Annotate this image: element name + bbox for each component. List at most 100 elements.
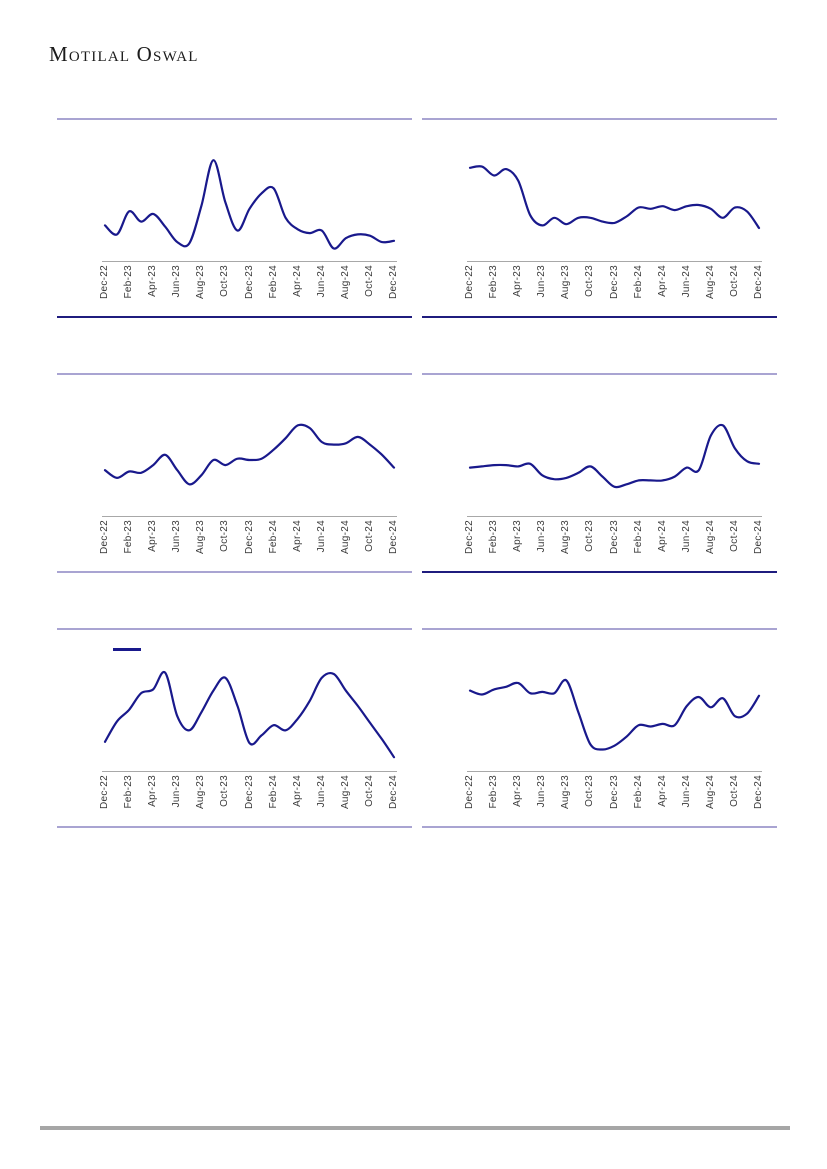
chart-line-plot — [103, 423, 396, 486]
x-axis-tick-label: Aug-24 — [339, 520, 351, 555]
x-axis-tick-label: Oct-23 — [584, 265, 596, 297]
chart-bottom-border — [57, 826, 412, 828]
x-axis-tick-label: Aug-24 — [704, 775, 716, 810]
chart-top-border — [57, 118, 412, 120]
x-axis-line — [467, 771, 762, 773]
x-axis-tick-label: Aug-24 — [704, 520, 716, 555]
x-axis-tick-label: Feb-24 — [267, 520, 279, 554]
data-series-line — [103, 670, 396, 759]
x-axis-tick-label: Dec-22 — [464, 520, 475, 555]
x-axis-tick-label: Dec-24 — [388, 265, 399, 300]
x-axis-tick-label: Feb-23 — [123, 265, 135, 299]
x-axis-tick-label: Aug-24 — [339, 775, 351, 810]
x-axis-tick-labels: Dec-22 Feb-23 Apr-23 Jun-23 Aug-23 Oct-23 Dec-… — [57, 265, 412, 315]
x-axis-tick-label: Aug-23 — [195, 265, 207, 300]
data-series-line — [468, 165, 761, 230]
x-axis-tick-label: Feb-24 — [632, 265, 644, 299]
x-axis-tick-label: Apr-24 — [656, 520, 668, 552]
x-axis-tick-label: Oct-24 — [363, 520, 375, 552]
data-series-line — [468, 423, 761, 489]
x-axis-tick-label: Jun-24 — [315, 265, 327, 298]
x-axis-tick-label: Dec-23 — [243, 520, 255, 555]
motilal-oswal-logo: Motilal Oswal — [49, 42, 199, 66]
chart-bottom-border — [422, 571, 777, 573]
legend-line-marker — [113, 648, 141, 651]
line-chart-top-right: Dec-22 Feb-23 Apr-23 Jun-23 Aug-23 Oct-23 Dec-… — [422, 118, 777, 318]
x-axis-tick-label: Dec-24 — [388, 520, 399, 555]
x-axis-tick-label: Jun-23 — [171, 775, 183, 808]
x-axis-tick-label: Jun-24 — [680, 520, 692, 553]
x-axis-tick-label: Jun-23 — [536, 775, 548, 808]
x-axis-tick-label: Aug-23 — [560, 265, 572, 300]
chart-top-border — [422, 118, 777, 120]
x-axis-tick-label: Apr-23 — [147, 520, 159, 552]
x-axis-tick-labels: Dec-22 Feb-23 Apr-23 Jun-23 Aug-23 Oct-23 Dec-… — [57, 775, 412, 825]
x-axis-tick-label: Dec-24 — [753, 265, 764, 300]
x-axis-line — [467, 261, 762, 263]
x-axis-tick-label: Feb-23 — [123, 775, 135, 809]
chart-line-plot — [468, 165, 761, 230]
x-axis-line — [102, 771, 397, 773]
x-axis-tick-label: Feb-24 — [267, 775, 279, 809]
x-axis-tick-label: Feb-24 — [632, 520, 644, 554]
x-axis-tick-label: Oct-23 — [219, 265, 231, 297]
x-axis-tick-labels: Dec-22 Feb-23 Apr-23 Jun-23 Aug-23 Oct-23 Dec-… — [422, 265, 777, 315]
chart-top-border — [422, 628, 777, 630]
x-axis-tick-label: Apr-24 — [656, 265, 668, 297]
x-axis-tick-label: Dec-22 — [99, 265, 110, 300]
x-axis-tick-labels: Dec-22 Feb-23 Apr-23 Jun-23 Aug-23 Oct-23 Dec-… — [422, 775, 777, 825]
x-axis-tick-label: Dec-24 — [388, 775, 399, 810]
line-chart-bottom-right: Dec-22 Feb-23 Apr-23 Jun-23 Aug-23 Oct-23 Dec-… — [422, 628, 777, 828]
x-axis-tick-label: Dec-23 — [608, 520, 620, 555]
chart-top-border — [422, 373, 777, 375]
line-chart-middle-left: Dec-22 Feb-23 Apr-23 Jun-23 Aug-23 Oct-23 Dec-… — [57, 373, 412, 573]
x-axis-tick-label: Dec-24 — [753, 520, 764, 555]
x-axis-tick-label: Jun-23 — [171, 520, 183, 553]
x-axis-tick-label: Dec-22 — [464, 265, 475, 300]
x-axis-tick-label: Apr-23 — [512, 265, 524, 297]
x-axis-tick-label: Dec-23 — [608, 775, 620, 810]
x-axis-tick-labels: Dec-22 Feb-23 Apr-23 Jun-23 Aug-23 Oct-23 Dec-… — [57, 520, 412, 570]
x-axis-tick-label: Feb-24 — [267, 265, 279, 299]
x-axis-tick-label: Apr-24 — [291, 520, 303, 552]
x-axis-tick-label: Oct-23 — [219, 775, 231, 807]
x-axis-tick-label: Jun-24 — [680, 265, 692, 298]
x-axis-tick-label: Oct-23 — [584, 520, 596, 552]
x-axis-tick-label: Jun-23 — [536, 265, 548, 298]
x-axis-tick-label: Dec-22 — [99, 775, 110, 810]
x-axis-tick-label: Apr-23 — [147, 775, 159, 807]
chart-bottom-border — [57, 571, 412, 573]
x-axis-tick-label: Apr-23 — [147, 265, 159, 297]
line-chart-bottom-left: Dec-22 Feb-23 Apr-23 Jun-23 Aug-23 Oct-23 Dec-… — [57, 628, 412, 828]
x-axis-tick-label: Aug-24 — [339, 265, 351, 300]
x-axis-tick-labels: Dec-22 Feb-23 Apr-23 Jun-23 Aug-23 Oct-23 Dec-… — [422, 520, 777, 570]
x-axis-tick-label: Oct-23 — [219, 520, 231, 552]
data-series-line — [468, 678, 761, 751]
x-axis-tick-label: Aug-23 — [560, 520, 572, 555]
data-series-line — [103, 423, 396, 486]
x-axis-tick-label: Jun-23 — [536, 520, 548, 553]
x-axis-tick-label: Aug-23 — [195, 520, 207, 555]
page-footer-rule — [40, 1126, 790, 1130]
chart-bottom-border — [422, 826, 777, 828]
x-axis-tick-label: Aug-23 — [195, 775, 207, 810]
chart-bottom-border — [422, 316, 777, 318]
line-chart-top-left: Dec-22 Feb-23 Apr-23 Jun-23 Aug-23 Oct-23 Dec-… — [57, 118, 412, 318]
x-axis-line — [102, 261, 397, 263]
chart-line-plot — [468, 423, 761, 489]
x-axis-tick-label: Dec-23 — [243, 265, 255, 300]
x-axis-tick-label: Jun-24 — [680, 775, 692, 808]
chart-line-plot — [103, 159, 396, 250]
x-axis-tick-label: Feb-23 — [488, 520, 500, 554]
x-axis-tick-label: Feb-24 — [632, 775, 644, 809]
x-axis-tick-label: Dec-22 — [99, 520, 110, 555]
x-axis-tick-label: Jun-24 — [315, 520, 327, 553]
x-axis-tick-label: Jun-23 — [171, 265, 183, 298]
x-axis-tick-label: Oct-24 — [728, 265, 740, 297]
x-axis-tick-label: Oct-24 — [363, 775, 375, 807]
x-axis-tick-label: Apr-24 — [291, 265, 303, 297]
x-axis-tick-label: Apr-24 — [656, 775, 668, 807]
x-axis-tick-label: Apr-23 — [512, 775, 524, 807]
x-axis-tick-label: Feb-23 — [488, 265, 500, 299]
